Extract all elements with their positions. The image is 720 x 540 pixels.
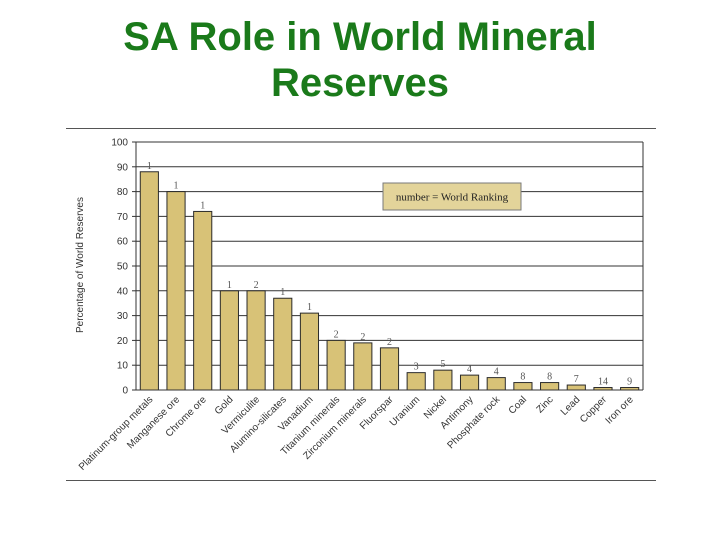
y-tick-label: 20 (117, 336, 129, 347)
bar (326, 339, 346, 391)
y-tick-label: 80 (117, 187, 129, 198)
top-divider (66, 128, 656, 129)
bar (433, 369, 453, 391)
y-tick-label: 70 (117, 212, 129, 223)
ranking-label: 4 (494, 367, 499, 378)
category-label: Iron ore (604, 394, 636, 426)
legend-box: number = World Ranking (382, 182, 522, 211)
bar (486, 377, 506, 391)
category-label: Gold (213, 394, 236, 417)
ranking-label: 9 (627, 377, 632, 388)
y-tick-label: 60 (117, 237, 129, 248)
ranking-label: 5 (440, 359, 445, 370)
bar (406, 372, 426, 391)
y-tick-label: 40 (117, 286, 129, 297)
bar (246, 290, 266, 391)
bottom-divider (66, 480, 656, 481)
y-tick-labels: 0 10 20 30 40 50 60 70 80 90 100 (111, 138, 128, 397)
bar (459, 374, 480, 391)
axes (135, 142, 644, 391)
bar (273, 297, 293, 391)
ranking-label: 1 (280, 287, 285, 298)
y-axis-label: Percentage of World Reserves (75, 197, 86, 333)
ranking-label: 8 (547, 372, 552, 383)
ranking-label: 2 (360, 332, 365, 343)
y-tick-label: 10 (117, 361, 129, 372)
bar (219, 290, 239, 391)
bar (540, 382, 560, 391)
y-tick-label: 0 (122, 386, 128, 397)
legend-background (382, 182, 522, 211)
ranking-label: 1 (307, 302, 312, 313)
y-tick-label: 30 (117, 311, 129, 322)
ranking-label: 1 (174, 181, 179, 192)
bar (166, 191, 186, 391)
ranking-label: 3 (414, 362, 419, 373)
slide-title: SA Role in World Mineral Reserves (0, 14, 720, 106)
bar (566, 384, 586, 391)
ranking-label: 2 (334, 329, 339, 340)
slide-title-line-1: SA Role in World Mineral (123, 15, 597, 59)
legend-text: number = World Ranking (396, 192, 509, 204)
ranking-label: 7 (574, 374, 579, 385)
bar (513, 382, 533, 391)
ranking-label: 1 (147, 161, 152, 172)
ranking-label: 2 (254, 280, 259, 291)
ranking-label: 1 (200, 200, 205, 211)
bar (299, 312, 320, 391)
bars (139, 171, 640, 391)
category-label: Lead (559, 394, 583, 418)
ranking-label: 2 (387, 337, 392, 348)
y-tick-label: 100 (111, 138, 128, 149)
bar (353, 342, 373, 391)
ranking-label: 4 (467, 364, 472, 375)
bar (379, 347, 400, 391)
ranking-label: 1 (227, 280, 232, 291)
y-tick-label: 90 (117, 162, 129, 173)
bar (193, 210, 213, 391)
category-label: Zinc (535, 394, 556, 415)
category-label: Coal (507, 394, 529, 416)
slide-title-line-2: Reserves (271, 61, 449, 105)
bar (139, 171, 159, 391)
ranking-labels: 1 1 1 1 2 1 1 2 2 2 3 5 4 4 8 8 7 14 9 (147, 161, 632, 388)
ranking-label: 8 (520, 372, 525, 383)
y-tick-label: 50 (117, 262, 129, 273)
ranking-label: 14 (598, 377, 608, 388)
